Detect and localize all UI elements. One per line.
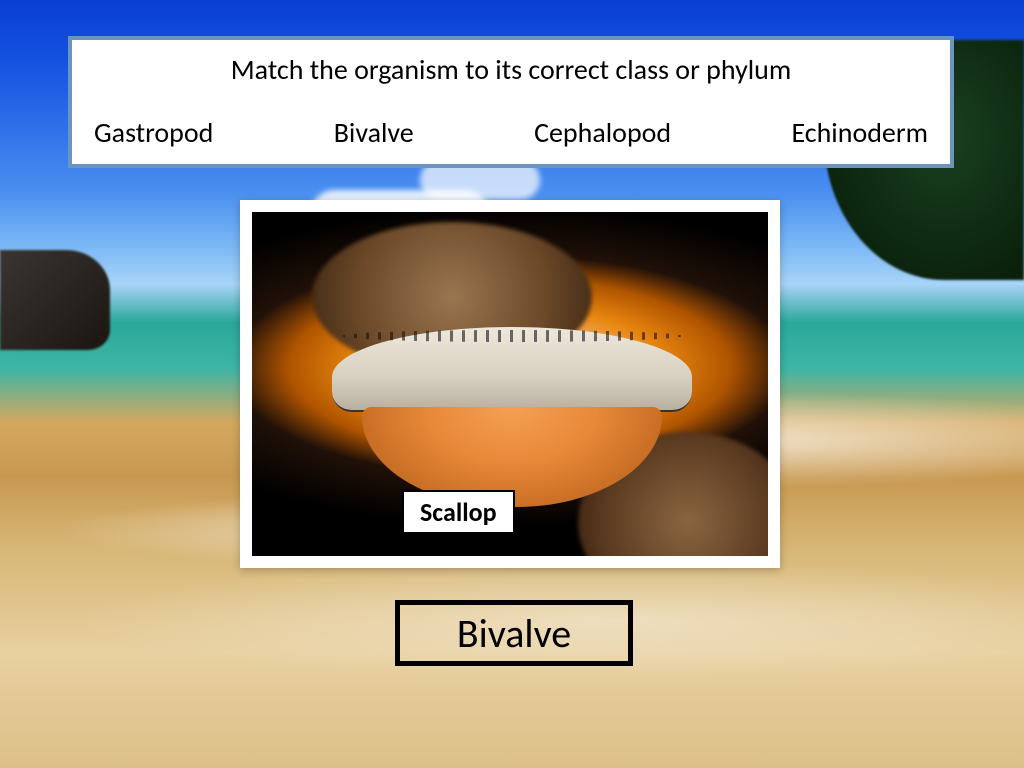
- option-cephalopod[interactable]: Cephalopod: [534, 115, 671, 150]
- scallop-eyes: [342, 330, 682, 342]
- options-row: Gastropod Bivalve Cephalopod Echinoderm: [90, 115, 932, 156]
- option-gastropod[interactable]: Gastropod: [94, 115, 213, 150]
- question-title: Match the organism to its correct class …: [90, 52, 932, 87]
- organism-label: Scallop: [402, 490, 515, 534]
- organism-photo: Scallop: [252, 212, 768, 556]
- organism-photo-frame: Scallop: [240, 200, 780, 568]
- answer-box: Bivalve: [395, 600, 633, 666]
- rocks-decoration: [0, 250, 110, 350]
- answer-text: Bivalve: [457, 609, 571, 658]
- option-echinoderm[interactable]: Echinoderm: [791, 115, 928, 150]
- option-bivalve[interactable]: Bivalve: [334, 115, 414, 150]
- question-panel: Match the organism to its correct class …: [68, 36, 954, 168]
